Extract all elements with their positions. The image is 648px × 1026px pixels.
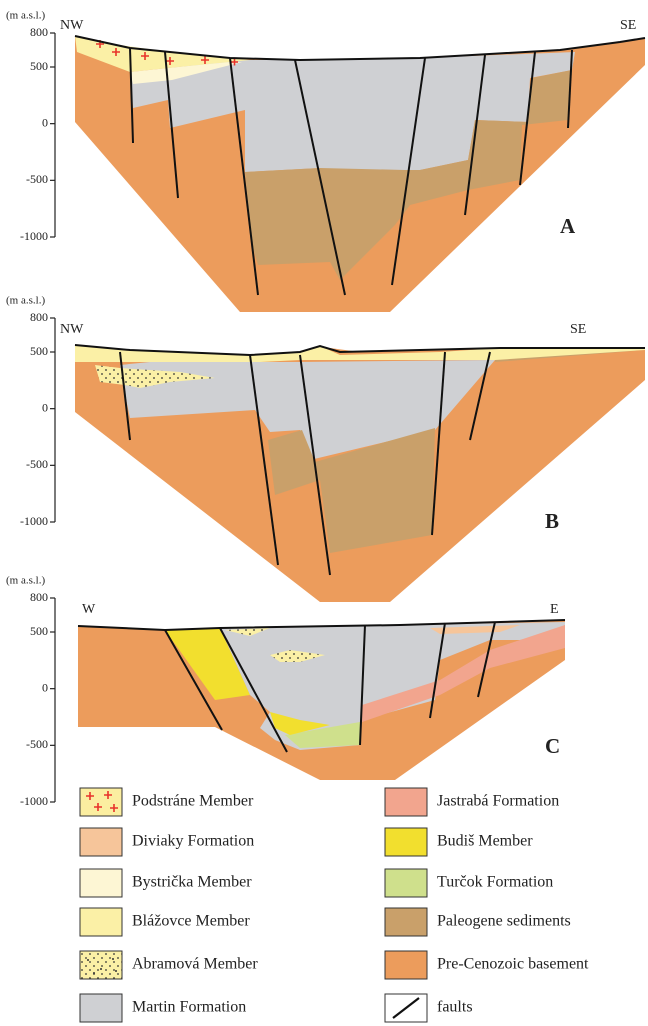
legend-label: Jastrabá Formation: [437, 793, 559, 810]
y-tick-label: 0: [42, 115, 48, 129]
end-label: SE: [570, 322, 586, 337]
legend-item: Martin Formation: [80, 994, 246, 1022]
legend-swatch: [385, 869, 427, 897]
panel-label: B: [545, 509, 559, 533]
legend-label: Bystrička Member: [132, 874, 252, 891]
legend-swatch: [80, 994, 122, 1022]
dot: [112, 958, 114, 960]
legend-item: Pre-Cenozoic basement: [385, 951, 589, 979]
legend-swatch: [385, 951, 427, 979]
legend-label: faults: [437, 999, 473, 1016]
legend-swatch: [385, 908, 427, 936]
legend-swatch: [80, 828, 122, 856]
legend-item: Bystrička Member: [80, 869, 252, 897]
legend-label: Budiš Member: [437, 833, 533, 850]
legend-item: Blážovce Member: [80, 908, 250, 936]
legend-label: Diviaky Formation: [132, 833, 254, 850]
section-c: [78, 620, 565, 780]
legend-label: Turčok Formation: [437, 874, 553, 891]
y-tick-label: -500: [26, 737, 48, 751]
axis-title: (m a.s.l.): [6, 575, 45, 587]
y-tick-label: -1000: [20, 514, 48, 528]
dot: [100, 968, 102, 970]
y-tick-label: -1000: [20, 794, 48, 808]
y-tick-label: 500: [30, 624, 48, 638]
y-tick-label: -500: [26, 457, 48, 471]
legend-swatch: [385, 828, 427, 856]
end-label: NW: [60, 18, 84, 33]
legend-label: Abramová Member: [132, 956, 258, 973]
legend-swatch: [80, 788, 122, 816]
legend-label: Martin Formation: [132, 999, 246, 1016]
y-tick-label: 800: [30, 590, 48, 604]
end-label: W: [82, 602, 96, 617]
legend-item: Paleogene sediments: [385, 908, 571, 936]
end-label: NW: [60, 322, 84, 337]
legend-swatch: [80, 951, 122, 979]
y-tick-label: 0: [42, 400, 48, 414]
axis-title: (m a.s.l.): [6, 10, 45, 22]
legend-item: faults: [385, 994, 473, 1022]
legend-swatch: [80, 908, 122, 936]
legend-item: Jastrabá Formation: [385, 788, 559, 816]
y-tick-label: 800: [30, 25, 48, 39]
legend-swatch: [80, 869, 122, 897]
legend-label: Pre-Cenozoic basement: [437, 956, 589, 973]
y-tick-label: 0: [42, 680, 48, 694]
legend-swatch: [385, 788, 427, 816]
y-tick-label: 500: [30, 344, 48, 358]
legend-item: Turčok Formation: [385, 869, 553, 897]
y-tick-label: 500: [30, 59, 48, 73]
legend-label: Podstráne Member: [132, 793, 254, 810]
panel-label: A: [560, 214, 576, 238]
section-b: [75, 345, 645, 602]
y-tick-label: -500: [26, 172, 48, 186]
legend-label: Paleogene sediments: [437, 913, 571, 930]
dot: [115, 970, 117, 972]
legend-item: Podstráne Member: [80, 788, 254, 816]
legend-item: Abramová Member: [80, 951, 258, 979]
figure: 800 500 0 -500 -1000 (m a.s.l.) NW SE A 800 500 0 -5…: [0, 0, 648, 1026]
legend-item: Diviaky Formation: [80, 828, 254, 856]
dot: [93, 972, 95, 974]
y-tick-label: 800: [30, 310, 48, 324]
axis-title: (m a.s.l.): [6, 295, 45, 307]
panel-label: C: [545, 734, 560, 758]
legend-label: Blážovce Member: [132, 913, 250, 930]
section-a: [75, 36, 645, 312]
end-label: E: [550, 602, 559, 617]
legend-item: Budiš Member: [385, 828, 533, 856]
dot: [87, 959, 89, 961]
end-label: SE: [620, 18, 636, 33]
y-tick-label: -1000: [20, 229, 48, 243]
